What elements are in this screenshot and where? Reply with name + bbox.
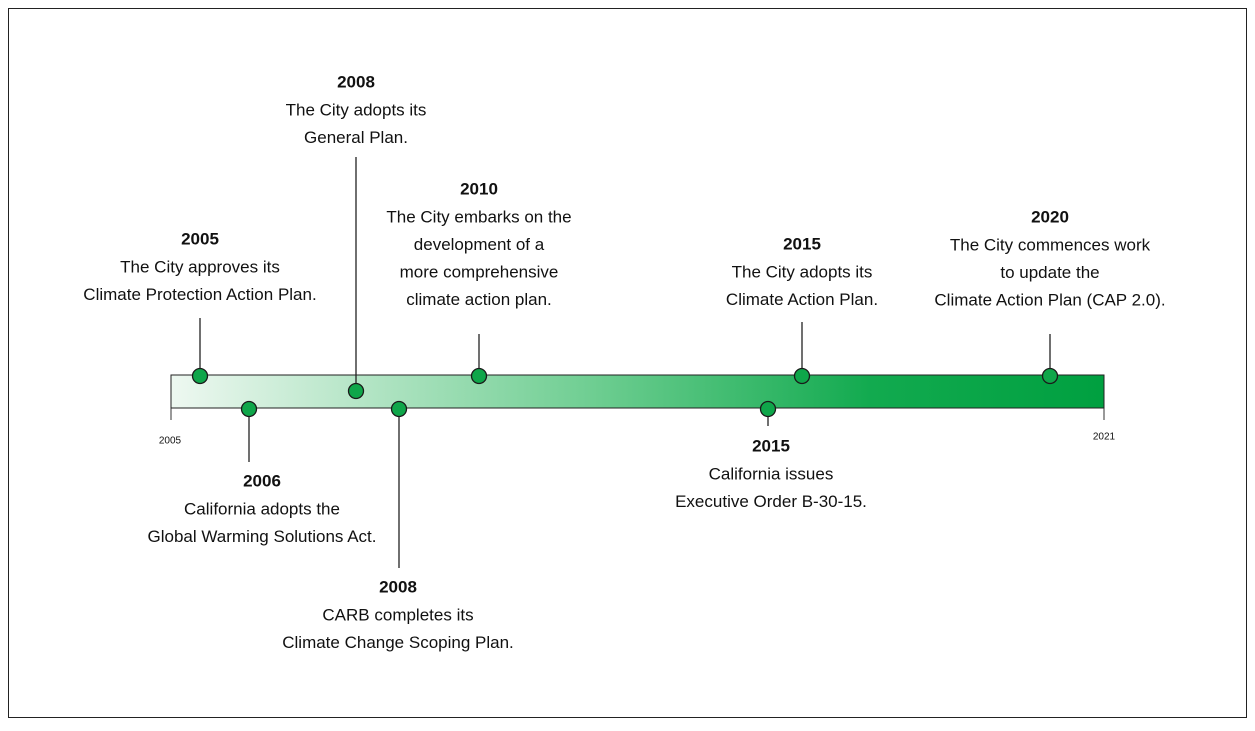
start-label: 2005	[159, 436, 182, 447]
event-text: The City adopts its	[732, 262, 873, 281]
timeline-bar	[170, 374, 1105, 409]
event-year: 2015	[783, 234, 821, 253]
event-text: California adopts the	[184, 499, 340, 518]
event-text: California issues	[709, 464, 834, 483]
event-dot	[793, 367, 811, 385]
event-dot	[470, 367, 488, 385]
event-text: Climate Action Plan.	[726, 290, 878, 309]
event-text: to update the	[1000, 263, 1099, 282]
event-text: The City approves its	[120, 257, 280, 276]
event-text: CARB completes its	[322, 605, 473, 624]
event-dot	[390, 400, 408, 418]
event-text: more comprehensive	[400, 262, 559, 281]
event-text: climate action plan.	[406, 290, 552, 309]
end-label: 2021	[1093, 432, 1116, 443]
event-year: 2015	[752, 436, 790, 455]
event-text: The City adopts its	[286, 100, 427, 119]
event-text: Executive Order B-30-15.	[675, 492, 867, 511]
event-text: The City embarks on the	[386, 207, 571, 226]
event-year: 2010	[460, 179, 498, 198]
event-dot	[1041, 367, 1059, 385]
events: 2005 The City approves its Climate Protect…	[83, 72, 1165, 652]
event-dot	[759, 400, 777, 418]
event-year: 2008	[337, 72, 375, 91]
event-text: Climate Change Scoping Plan.	[282, 633, 514, 652]
event-text: Climate Protection Action Plan.	[83, 285, 316, 304]
event-year: 2006	[243, 471, 281, 490]
event-text: development of a	[414, 235, 545, 254]
event-text: General Plan.	[304, 128, 408, 147]
frame	[8, 8, 1247, 718]
event-dot	[191, 367, 209, 385]
event-year: 2008	[379, 577, 417, 596]
event-dot	[347, 382, 365, 400]
event-year: 2020	[1031, 207, 1069, 226]
event-dot	[240, 400, 258, 418]
event-text: Climate Action Plan (CAP 2.0).	[934, 290, 1165, 309]
event-year: 2005	[181, 229, 219, 248]
event-text: The City commences work	[950, 235, 1151, 254]
event-text: Global Warming Solutions Act.	[148, 527, 377, 546]
